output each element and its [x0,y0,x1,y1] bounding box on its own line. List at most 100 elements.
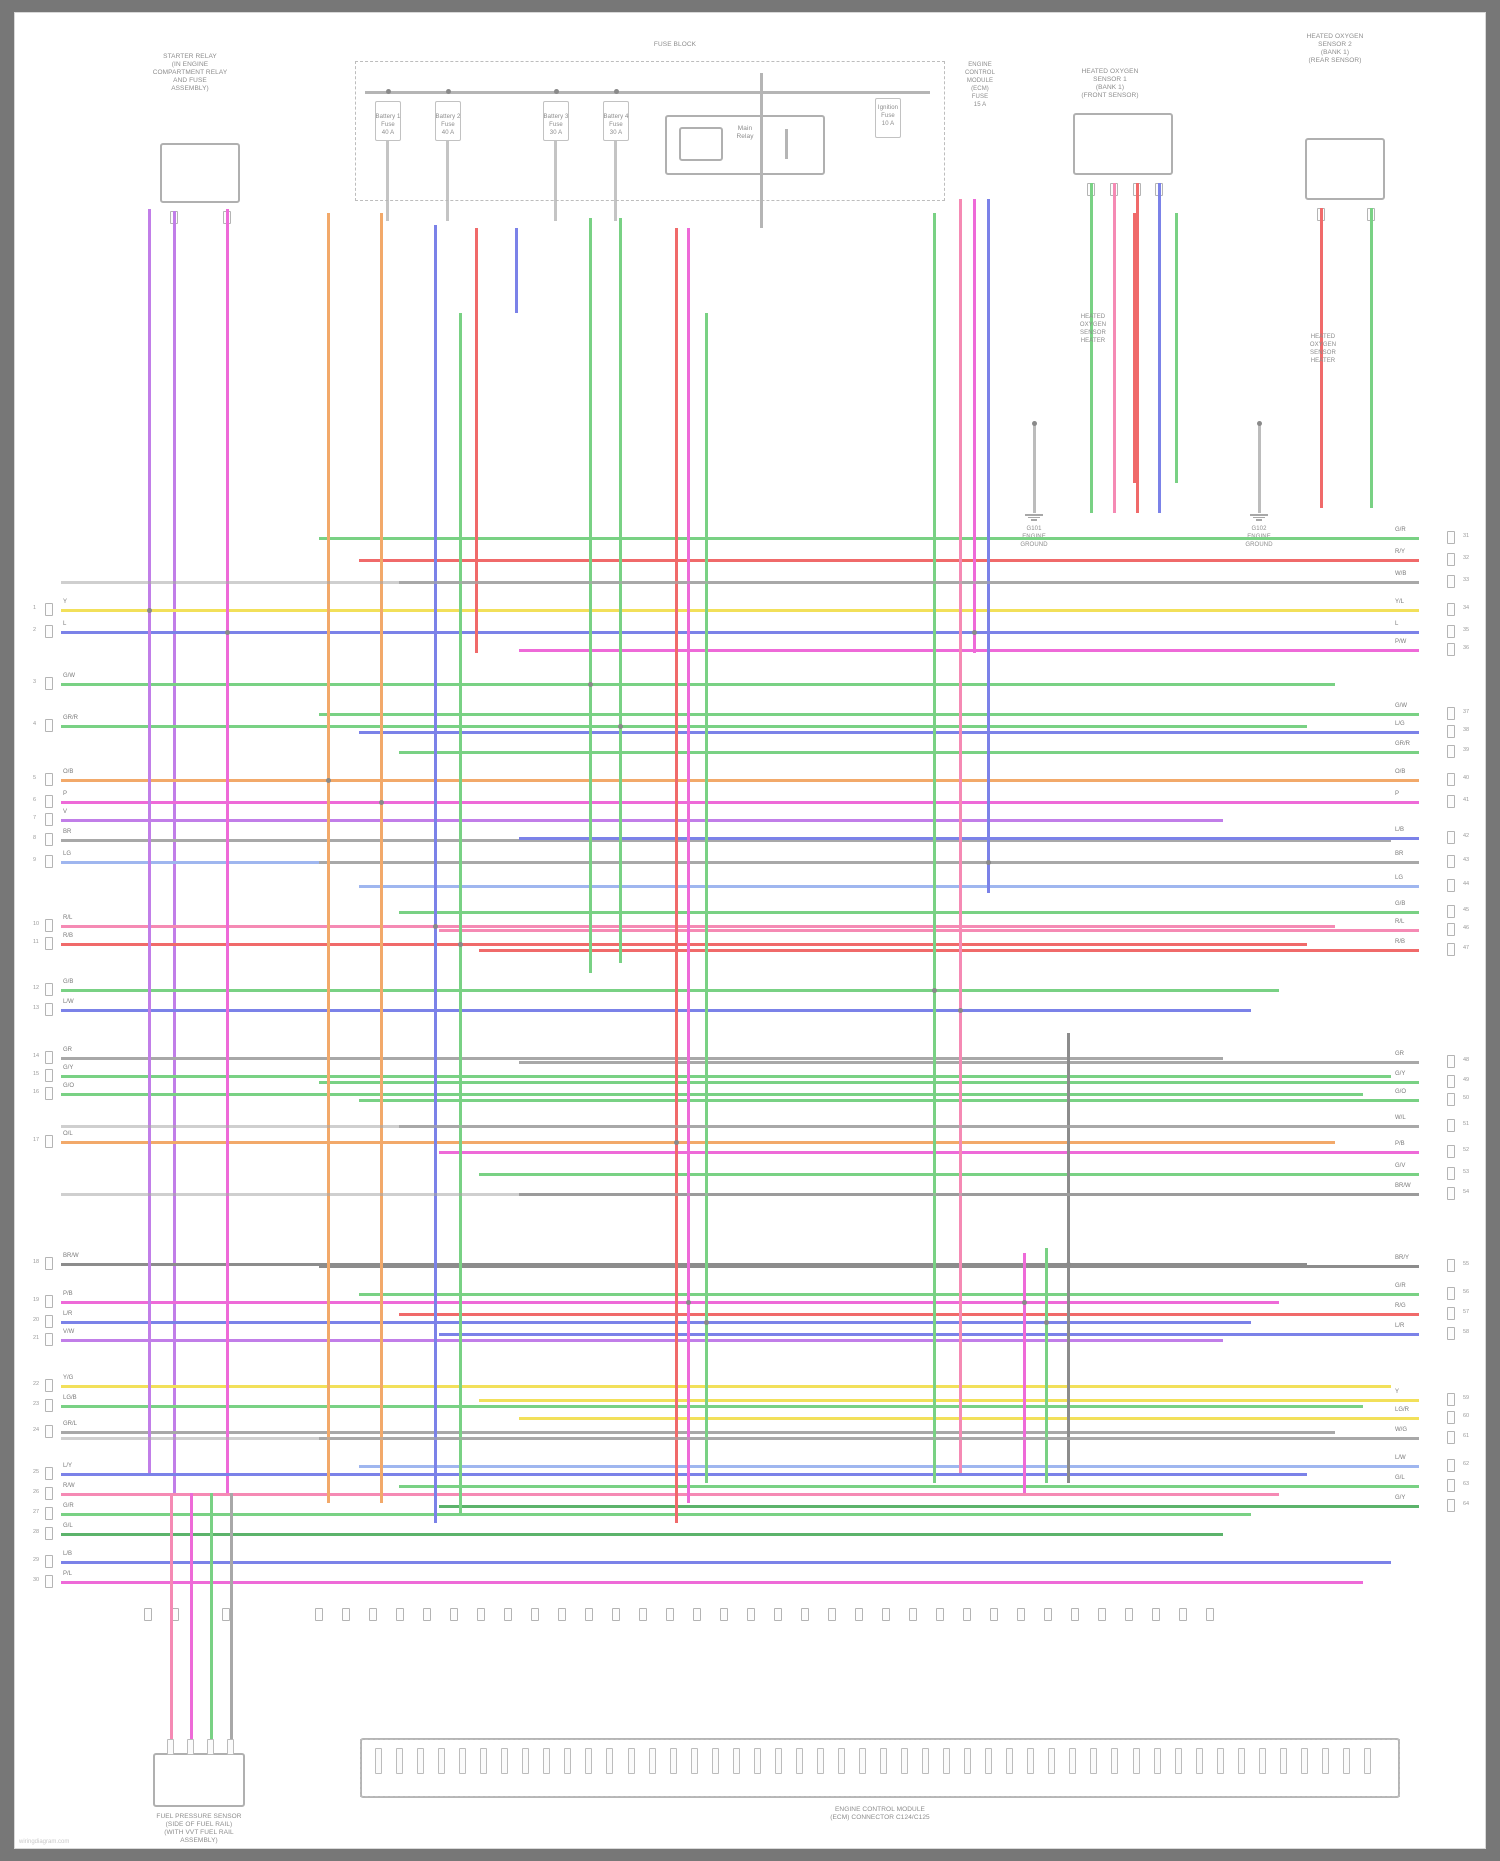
ecm-connector-pin-27[interactable] [922,1748,930,1774]
ecm-connector-pin-40[interactable] [1195,1748,1203,1774]
upper-terminal-30[interactable] [1098,1608,1106,1621]
right-terminal-46[interactable] [1447,923,1455,936]
right-terminal-34[interactable] [1447,603,1455,616]
upper-terminal-8[interactable] [504,1608,512,1621]
ecm-connector-pin-23[interactable] [837,1748,845,1774]
right-terminal-48[interactable] [1447,1055,1455,1068]
left-terminal-26[interactable] [45,1487,53,1500]
right-terminal-50[interactable] [1447,1093,1455,1106]
upper-terminal-33[interactable] [1179,1608,1187,1621]
left-terminal-11[interactable] [45,937,53,950]
ecm-connector-pin-20[interactable] [774,1748,782,1774]
ecm-connector-pin-21[interactable] [795,1748,803,1774]
upper-terminal-4[interactable] [396,1608,404,1621]
fuel-pressure-sensor-pin-1[interactable] [167,1739,174,1755]
upper-terminal-34[interactable] [1206,1608,1214,1621]
right-terminal-39[interactable] [1447,745,1455,758]
upper-terminal-left-1[interactable] [144,1608,152,1621]
upper-terminal-28[interactable] [1044,1608,1052,1621]
ecm-connector-pin-19[interactable] [753,1748,761,1774]
ecm-connector-pin-26[interactable] [901,1748,909,1774]
ecm-connector-pin-15[interactable] [669,1748,677,1774]
right-terminal-54[interactable] [1447,1187,1455,1200]
ecm-connector-pin-10[interactable] [564,1748,572,1774]
ecm-connector-pin-16[interactable] [690,1748,698,1774]
right-terminal-55[interactable] [1447,1259,1455,1272]
upper-terminal-15[interactable] [693,1608,701,1621]
left-terminal-7[interactable] [45,813,53,826]
ecm-connector-pin-7[interactable] [501,1748,509,1774]
ecm-connector-pin-22[interactable] [816,1748,824,1774]
left-terminal-21[interactable] [45,1333,53,1346]
left-terminal-24[interactable] [45,1425,53,1438]
right-terminal-62[interactable] [1447,1459,1455,1472]
left-terminal-2[interactable] [45,625,53,638]
ecm-connector-pin-44[interactable] [1279,1748,1287,1774]
upper-terminal-19[interactable] [801,1608,809,1621]
left-terminal-18[interactable] [45,1257,53,1270]
ecm-connector-pin-12[interactable] [606,1748,614,1774]
left-terminal-28[interactable] [45,1527,53,1540]
right-terminal-53[interactable] [1447,1167,1455,1180]
fuel-pressure-sensor-pin-3[interactable] [207,1739,214,1755]
ecm-connector-pin-46[interactable] [1321,1748,1329,1774]
upper-terminal-26[interactable] [990,1608,998,1621]
upper-terminal-3[interactable] [369,1608,377,1621]
right-terminal-63[interactable] [1447,1479,1455,1492]
ecm-connector-pin-17[interactable] [711,1748,719,1774]
upper-terminal-17[interactable] [747,1608,755,1621]
left-terminal-19[interactable] [45,1295,53,1308]
right-terminal-56[interactable] [1447,1287,1455,1300]
left-terminal-20[interactable] [45,1315,53,1328]
left-terminal-22[interactable] [45,1379,53,1392]
left-terminal-30[interactable] [45,1575,53,1588]
ecm-connector-pin-29[interactable] [964,1748,972,1774]
ecm-connector-pin-11[interactable] [585,1748,593,1774]
ecm-connector-pin-30[interactable] [985,1748,993,1774]
ecm-connector-pin-41[interactable] [1216,1748,1224,1774]
left-terminal-14[interactable] [45,1051,53,1064]
right-terminal-31[interactable] [1447,531,1455,544]
fuel-pressure-sensor-pin-4[interactable] [227,1739,234,1755]
ecm-connector-pin-48[interactable] [1363,1748,1371,1774]
ecm-connector-pin-9[interactable] [543,1748,551,1774]
ecm-connector-pin-32[interactable] [1027,1748,1035,1774]
right-terminal-42[interactable] [1447,831,1455,844]
fuse-3[interactable] [543,101,569,141]
upper-terminal-9[interactable] [531,1608,539,1621]
right-terminal-51[interactable] [1447,1119,1455,1132]
left-terminal-4[interactable] [45,719,53,732]
left-terminal-13[interactable] [45,1003,53,1016]
ecm-connector-pin-37[interactable] [1132,1748,1140,1774]
fuel-pressure-sensor-pin-2[interactable] [187,1739,194,1755]
upper-terminal-left-3[interactable] [222,1608,230,1621]
upper-terminal-21[interactable] [855,1608,863,1621]
upper-terminal-13[interactable] [639,1608,647,1621]
left-terminal-17[interactable] [45,1135,53,1148]
upper-terminal-22[interactable] [882,1608,890,1621]
left-terminal-16[interactable] [45,1087,53,1100]
right-terminal-59[interactable] [1447,1393,1455,1406]
right-terminal-38[interactable] [1447,725,1455,738]
upper-terminal-12[interactable] [612,1608,620,1621]
right-terminal-43[interactable] [1447,855,1455,868]
ecm-connector-pin-33[interactable] [1048,1748,1056,1774]
ecm-connector-pin-42[interactable] [1237,1748,1245,1774]
upper-terminal-32[interactable] [1152,1608,1160,1621]
upper-terminal-6[interactable] [450,1608,458,1621]
ecm-connector-pin-13[interactable] [627,1748,635,1774]
right-terminal-52[interactable] [1447,1145,1455,1158]
ecm-connector-pin-43[interactable] [1258,1748,1266,1774]
upper-terminal-24[interactable] [936,1608,944,1621]
ecm-connector-pin-1[interactable] [375,1748,382,1774]
fuse-2[interactable] [435,101,461,141]
upper-terminal-5[interactable] [423,1608,431,1621]
ecm-connector-pin-8[interactable] [522,1748,530,1774]
upper-terminal-23[interactable] [909,1608,917,1621]
upper-terminal-25[interactable] [963,1608,971,1621]
ecm-connector-pin-25[interactable] [880,1748,887,1774]
ecm-connector-pin-2[interactable] [396,1748,404,1774]
upper-terminal-2[interactable] [342,1608,350,1621]
left-terminal-5[interactable] [45,773,53,786]
ecm-connector-pin-31[interactable] [1006,1748,1014,1774]
